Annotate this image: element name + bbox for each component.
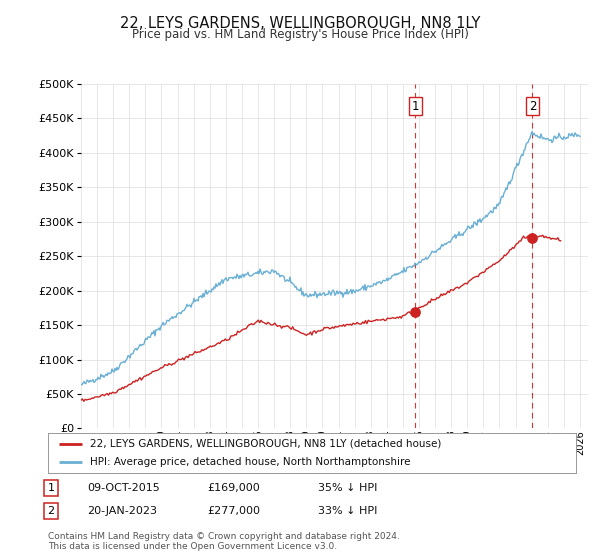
Text: £277,000: £277,000 — [207, 506, 260, 516]
Point — [527, 233, 537, 242]
Text: 35% ↓ HPI: 35% ↓ HPI — [318, 483, 377, 493]
Text: 09-OCT-2015: 09-OCT-2015 — [87, 483, 160, 493]
Text: This data is licensed under the Open Government Licence v3.0.: This data is licensed under the Open Gov… — [48, 542, 337, 550]
Text: HPI: Average price, detached house, North Northamptonshire: HPI: Average price, detached house, Nort… — [90, 458, 411, 467]
Text: 22, LEYS GARDENS, WELLINGBOROUGH, NN8 1LY: 22, LEYS GARDENS, WELLINGBOROUGH, NN8 1L… — [120, 16, 480, 31]
Text: 22, LEYS GARDENS, WELLINGBOROUGH, NN8 1LY (detached house): 22, LEYS GARDENS, WELLINGBOROUGH, NN8 1L… — [90, 439, 442, 449]
Text: Contains HM Land Registry data © Crown copyright and database right 2024.: Contains HM Land Registry data © Crown c… — [48, 532, 400, 541]
Text: 2: 2 — [47, 506, 55, 516]
Point — [410, 307, 420, 316]
Text: 33% ↓ HPI: 33% ↓ HPI — [318, 506, 377, 516]
Text: £169,000: £169,000 — [207, 483, 260, 493]
Text: 2: 2 — [529, 100, 536, 113]
Text: Price paid vs. HM Land Registry's House Price Index (HPI): Price paid vs. HM Land Registry's House … — [131, 28, 469, 41]
Text: 1: 1 — [412, 100, 419, 113]
Text: 1: 1 — [47, 483, 55, 493]
Text: 20-JAN-2023: 20-JAN-2023 — [87, 506, 157, 516]
